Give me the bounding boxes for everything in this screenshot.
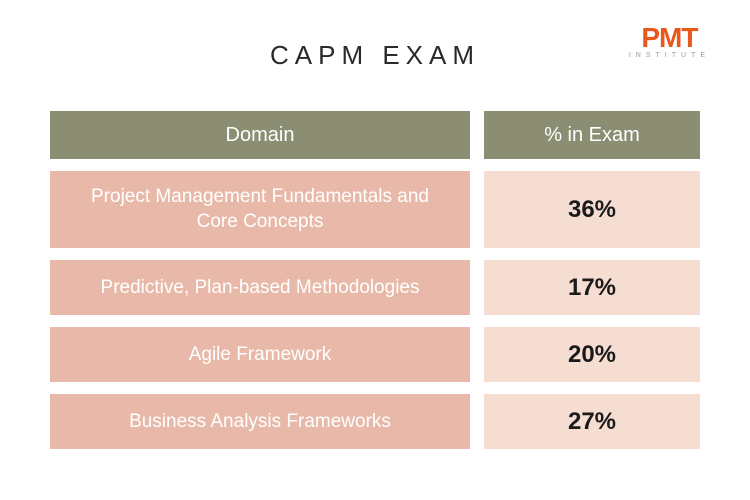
logo-main-text: PMT — [629, 25, 710, 50]
brand-logo: PMT INSTITUTE — [629, 25, 710, 59]
domain-cell: Predictive, Plan-based Methodologies — [50, 260, 470, 315]
table-row: Project Management Fundamentals and Core… — [50, 171, 700, 248]
percent-cell: 17% — [484, 260, 700, 315]
logo-sub-text: INSTITUTE — [629, 52, 710, 59]
domain-cell: Agile Framework — [50, 327, 470, 382]
domain-cell: Project Management Fundamentals and Core… — [50, 171, 470, 248]
header-domain: Domain — [50, 111, 470, 159]
page-title: CAPM EXAM — [50, 40, 700, 71]
table-row: Predictive, Plan-based Methodologies 17% — [50, 260, 700, 315]
header-percent: % in Exam — [484, 111, 700, 159]
percent-cell: 36% — [484, 171, 700, 248]
domain-cell: Business Analysis Frameworks — [50, 394, 470, 449]
percent-cell: 20% — [484, 327, 700, 382]
exam-breakdown-table: Domain % in Exam Project Management Fund… — [50, 111, 700, 449]
percent-cell: 27% — [484, 394, 700, 449]
table-row: Business Analysis Frameworks 27% — [50, 394, 700, 449]
table-header-row: Domain % in Exam — [50, 111, 700, 159]
table-row: Agile Framework 20% — [50, 327, 700, 382]
